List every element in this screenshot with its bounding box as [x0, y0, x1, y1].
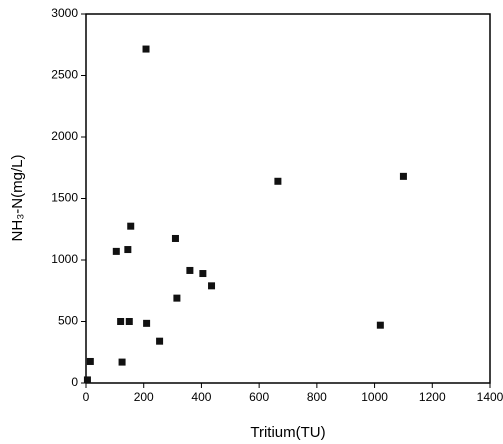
data-point [143, 319, 151, 327]
data-point [156, 337, 164, 345]
x-tick-label: 800 [307, 390, 327, 404]
x-tick-label: 200 [134, 390, 154, 404]
x-tick-label: 600 [249, 390, 269, 404]
y-axis-title: NH₃-N(mg/L) [9, 155, 26, 242]
plot-frame [85, 13, 491, 384]
y-tick-label: 3000 [51, 6, 78, 20]
data-point [173, 294, 181, 302]
data-point [118, 358, 126, 366]
data-point [171, 234, 179, 242]
y-tick-label: 0 [71, 375, 78, 389]
y-tick-label: 1500 [51, 191, 78, 205]
data-point [274, 177, 282, 185]
x-axis-title: Tritium(TU) [250, 424, 325, 441]
x-tick-label: 1200 [419, 390, 446, 404]
data-point [112, 247, 120, 255]
data-point [186, 266, 194, 274]
x-tick-label: 1400 [477, 390, 503, 404]
y-tick-label: 500 [58, 314, 78, 328]
data-point [142, 45, 150, 53]
data-point [86, 357, 94, 365]
x-tick-label: 0 [83, 390, 90, 404]
data-point [208, 282, 216, 290]
x-tick-label: 1000 [361, 390, 388, 404]
x-tick-label: 400 [191, 390, 211, 404]
data-point [125, 318, 133, 325]
data-point [83, 376, 91, 384]
data-point [124, 246, 132, 254]
data-point [376, 321, 384, 329]
y-tick-label: 2000 [51, 129, 78, 143]
data-point [117, 318, 125, 325]
data-point [127, 222, 135, 230]
data-point [199, 270, 207, 278]
y-tick-label: 1000 [51, 252, 78, 266]
data-point [399, 172, 407, 180]
y-tick-label: 2500 [51, 68, 78, 82]
